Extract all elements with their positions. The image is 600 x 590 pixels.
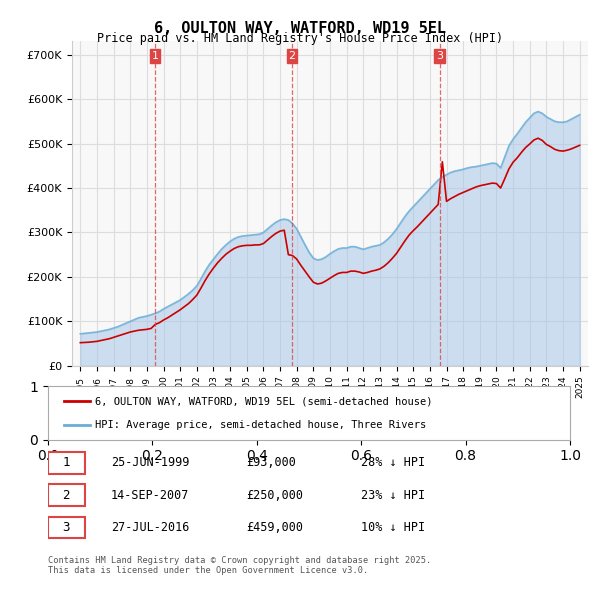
Text: 1: 1 xyxy=(62,457,70,470)
Text: 6, OULTON WAY, WATFORD, WD19 5EL: 6, OULTON WAY, WATFORD, WD19 5EL xyxy=(154,21,446,35)
FancyBboxPatch shape xyxy=(48,484,85,506)
Text: 10% ↓ HPI: 10% ↓ HPI xyxy=(361,521,425,534)
Text: 27-JUL-2016: 27-JUL-2016 xyxy=(110,521,189,534)
FancyBboxPatch shape xyxy=(48,453,85,474)
Text: 25-JUN-1999: 25-JUN-1999 xyxy=(110,457,189,470)
Text: £93,000: £93,000 xyxy=(247,457,296,470)
Text: 2: 2 xyxy=(289,51,295,61)
Text: Contains HM Land Registry data © Crown copyright and database right 2025.
This d: Contains HM Land Registry data © Crown c… xyxy=(48,556,431,575)
Text: 23% ↓ HPI: 23% ↓ HPI xyxy=(361,489,425,502)
Text: 6, OULTON WAY, WATFORD, WD19 5EL (semi-detached house): 6, OULTON WAY, WATFORD, WD19 5EL (semi-d… xyxy=(95,396,433,407)
Text: 14-SEP-2007: 14-SEP-2007 xyxy=(110,489,189,502)
Text: Price paid vs. HM Land Registry's House Price Index (HPI): Price paid vs. HM Land Registry's House … xyxy=(97,32,503,45)
Text: 28% ↓ HPI: 28% ↓ HPI xyxy=(361,457,425,470)
Text: 2: 2 xyxy=(62,489,70,502)
Text: £459,000: £459,000 xyxy=(247,521,304,534)
Text: 1: 1 xyxy=(152,51,158,61)
Text: 3: 3 xyxy=(436,51,443,61)
Text: £250,000: £250,000 xyxy=(247,489,304,502)
Text: HPI: Average price, semi-detached house, Three Rivers: HPI: Average price, semi-detached house,… xyxy=(95,419,426,430)
FancyBboxPatch shape xyxy=(48,516,85,538)
Text: 3: 3 xyxy=(62,521,70,534)
